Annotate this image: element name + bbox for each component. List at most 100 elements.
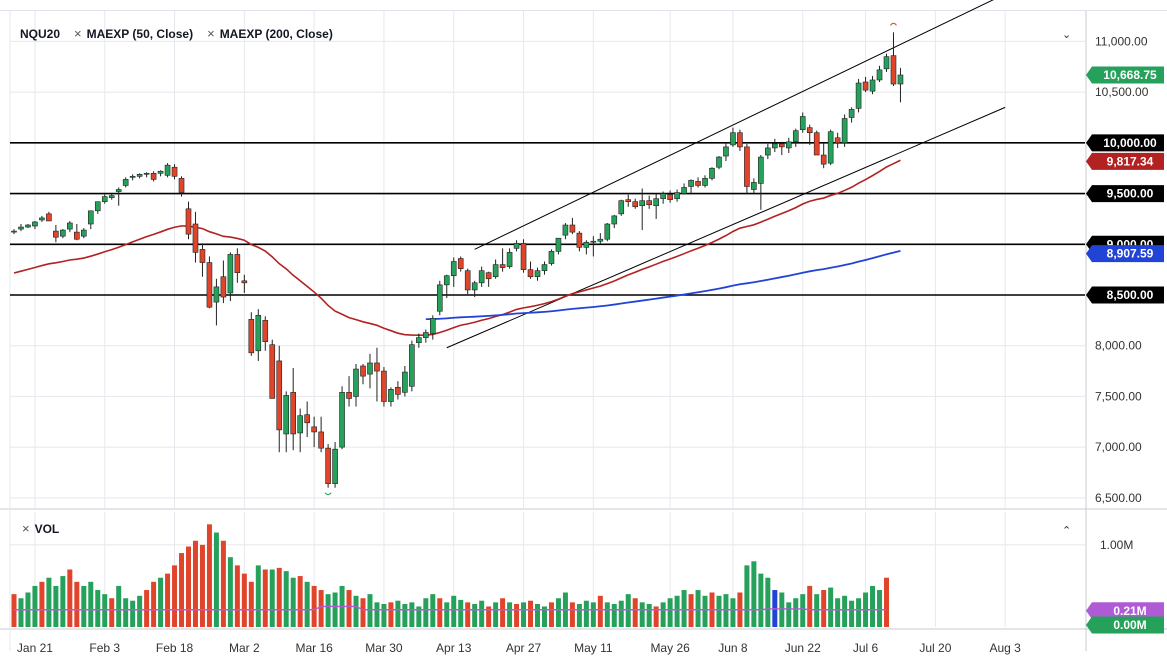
candle-body xyxy=(374,362,380,372)
ma200-legend-label[interactable]: MAEXP (200, Close) xyxy=(219,26,333,41)
volume-bar xyxy=(856,598,862,627)
candle-body xyxy=(820,154,827,165)
label-text: 9,817.34 xyxy=(1107,154,1154,168)
volume-bar xyxy=(660,602,666,627)
volume-bar xyxy=(395,600,401,627)
volume-bar xyxy=(716,595,722,627)
candle-body xyxy=(716,156,722,168)
candle-body xyxy=(702,178,708,186)
symbol-label[interactable]: NQU20 xyxy=(20,26,61,41)
volume-bar xyxy=(870,585,876,627)
candle-body xyxy=(290,392,297,435)
volume-bar xyxy=(95,590,101,627)
volume-bar xyxy=(32,585,38,627)
candle-body xyxy=(143,172,150,175)
volume-bar xyxy=(835,598,841,627)
candle-body xyxy=(862,81,869,91)
volume-bar xyxy=(123,598,129,627)
ma50-value-label: 9,817.34 xyxy=(1086,152,1164,170)
chevron-down-icon[interactable]: ⌄ xyxy=(1062,29,1072,41)
volume-bar xyxy=(325,594,331,627)
volume-bar xyxy=(199,544,205,627)
candle-body xyxy=(11,230,17,233)
candle-body xyxy=(81,229,87,237)
volume-bar xyxy=(702,595,708,627)
candle-body xyxy=(646,200,652,206)
candle-body xyxy=(171,166,178,177)
candle-body xyxy=(688,180,694,187)
volume-bar xyxy=(472,604,478,627)
volume-bar xyxy=(597,595,603,627)
volume-bar xyxy=(186,546,191,627)
volume-bar xyxy=(353,595,359,627)
volume-bar xyxy=(842,595,848,627)
time-tick-label: Jun 22 xyxy=(785,641,821,655)
candle-body xyxy=(178,178,185,193)
candle-body xyxy=(534,270,541,278)
volume-bar xyxy=(528,600,534,627)
volume-bar xyxy=(653,606,659,627)
label-background xyxy=(1086,602,1164,620)
low-marker xyxy=(324,492,332,496)
label-text: 9,500.00 xyxy=(1107,187,1154,201)
candle-body xyxy=(695,181,701,186)
volume-bar xyxy=(625,594,631,627)
candle-body xyxy=(429,318,436,334)
candle-body xyxy=(220,276,227,298)
volume-bar xyxy=(248,581,254,627)
candle-body xyxy=(46,213,52,222)
volume-bar xyxy=(269,569,275,627)
candle-body xyxy=(255,314,262,352)
candle-body xyxy=(855,82,862,109)
candle-body xyxy=(709,167,715,179)
time-tick-label: Feb 18 xyxy=(156,641,194,655)
volume-bar xyxy=(765,577,771,627)
candle-body xyxy=(464,270,471,291)
close-icon[interactable]: × xyxy=(22,521,30,536)
candle-body xyxy=(737,132,743,148)
close-icon[interactable]: × xyxy=(74,26,82,41)
ma50-legend-label[interactable]: MAEXP (50, Close) xyxy=(86,26,194,41)
price-tick-label: 11,000.00 xyxy=(1095,34,1148,48)
candle-body xyxy=(353,368,359,397)
candle-body xyxy=(185,208,192,235)
volume-bar xyxy=(751,561,757,627)
candle-body xyxy=(129,176,136,178)
candle-body xyxy=(492,264,499,278)
volume-tick-label: 1.00M xyxy=(1100,538,1133,552)
volume-bar xyxy=(262,569,268,627)
volume-bar xyxy=(667,598,673,627)
label-background xyxy=(1086,134,1164,152)
volume-bar xyxy=(179,553,185,627)
volume-bar xyxy=(213,532,219,627)
candle-body xyxy=(360,365,366,377)
volume-bar xyxy=(814,594,820,627)
volume-ma-value-label: 0.21M xyxy=(1086,602,1164,620)
candle-body xyxy=(471,282,478,291)
volume-bar xyxy=(220,540,226,627)
candle-body xyxy=(115,189,122,192)
volume-bar xyxy=(807,585,813,627)
candle-body xyxy=(827,131,834,164)
candle-body xyxy=(499,264,506,268)
chevron-up-icon[interactable]: ⌃ xyxy=(1062,525,1072,537)
candle-body xyxy=(199,249,206,263)
label-background xyxy=(1086,245,1164,263)
candle-body xyxy=(108,195,115,198)
close-icon[interactable]: × xyxy=(207,26,215,41)
volume-bar xyxy=(151,581,157,627)
label-text: 8,500.00 xyxy=(1107,288,1154,302)
volume-bar xyxy=(39,581,45,627)
time-tick-label: Mar 2 xyxy=(229,641,260,655)
candle-body xyxy=(122,179,129,186)
candle-body xyxy=(478,270,485,284)
candle-body xyxy=(60,229,66,237)
candle-body xyxy=(283,395,290,435)
label-text: 0.21M xyxy=(1113,604,1146,618)
channel-lower-line xyxy=(446,106,1006,349)
volume-bar xyxy=(116,585,122,627)
chart-background xyxy=(0,11,1167,658)
volume-bar xyxy=(109,598,115,627)
volume-label[interactable]: VOL xyxy=(34,521,60,536)
